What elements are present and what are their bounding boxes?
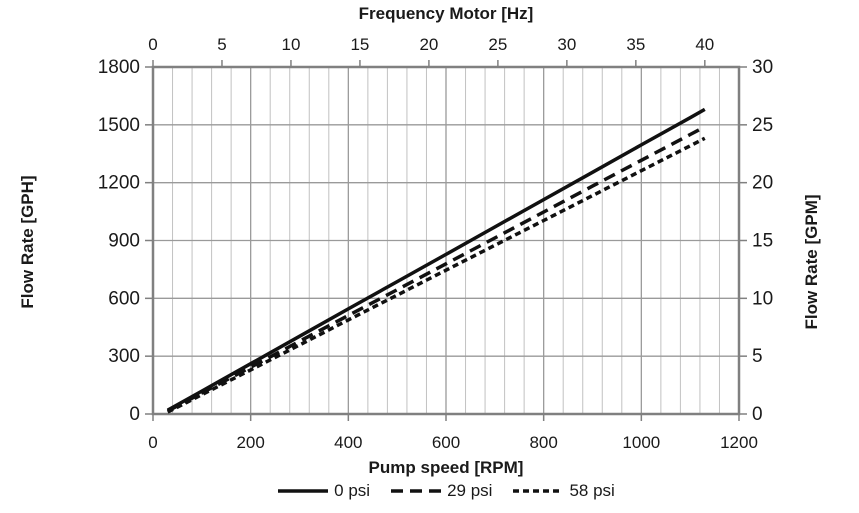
legend-label: 0 psi	[334, 481, 371, 500]
y-right-tick-label: 25	[752, 115, 773, 136]
top-axis-tick-label: 40	[695, 35, 714, 54]
y-right-tick-label: 15	[752, 231, 773, 252]
x-axis-tick-label: 0	[148, 433, 157, 452]
legend: 0 psi 29 psi 58 psi	[153, 481, 739, 501]
legend-label: 29 psi	[447, 481, 493, 500]
legend-line-sample-dashed	[391, 489, 442, 493]
x-axis-tick-label: 200	[236, 433, 264, 452]
x-axis-tick-label: 600	[432, 433, 460, 452]
top-axis-tick-label: 0	[148, 35, 157, 54]
x-axis-title: Pump speed [RPM]	[368, 458, 524, 477]
x-axis-tick-label: 800	[529, 433, 557, 452]
series-line-0psi	[166, 107, 706, 412]
series-line-29psi	[166, 125, 706, 413]
top-axis-tick-label: 35	[626, 35, 645, 54]
y-right-tick-label: 20	[752, 173, 773, 194]
y-right-tick-label: 10	[752, 288, 773, 309]
y-left-tick-label: 900	[108, 231, 140, 252]
y-right-tick-label: 30	[752, 57, 773, 78]
y-left-tick-label: 300	[108, 346, 140, 367]
y-right-tick-label: 5	[752, 346, 763, 367]
top-axis-tick-label: 5	[217, 35, 226, 54]
y-left-tick-label: 1200	[98, 173, 140, 194]
x-axis-tick-label: 1000	[622, 433, 660, 452]
legend-line-sample-short-dashed	[513, 489, 564, 493]
x-axis-tick-label: 400	[334, 433, 362, 452]
legend-line-sample-solid	[278, 489, 329, 493]
x-axis-tick-label: 1200	[720, 433, 758, 452]
top-axis-tick-label: 25	[488, 35, 507, 54]
top-axis-title: Frequency Motor [Hz]	[358, 4, 534, 23]
legend-item-29psi: 29 psi	[390, 481, 492, 501]
y-right-tick-label: 0	[752, 404, 763, 425]
y-left-tick-label: 1500	[98, 115, 140, 136]
series-line-58psi	[166, 136, 706, 414]
legend-item-58psi: 58 psi	[512, 481, 615, 501]
y-left-tick-label: 0	[129, 404, 140, 425]
top-axis-tick-label: 10	[281, 35, 300, 54]
top-axis-tick-label: 30	[557, 35, 576, 54]
top-axis-tick-label: 20	[419, 35, 438, 54]
y-left-tick-label: 1800	[98, 57, 140, 78]
legend-label: 58 psi	[569, 481, 615, 500]
top-axis-tick-label: 15	[350, 35, 369, 54]
legend-item-0psi: 0 psi	[277, 481, 370, 501]
y-left-tick-label: 600	[108, 288, 140, 309]
